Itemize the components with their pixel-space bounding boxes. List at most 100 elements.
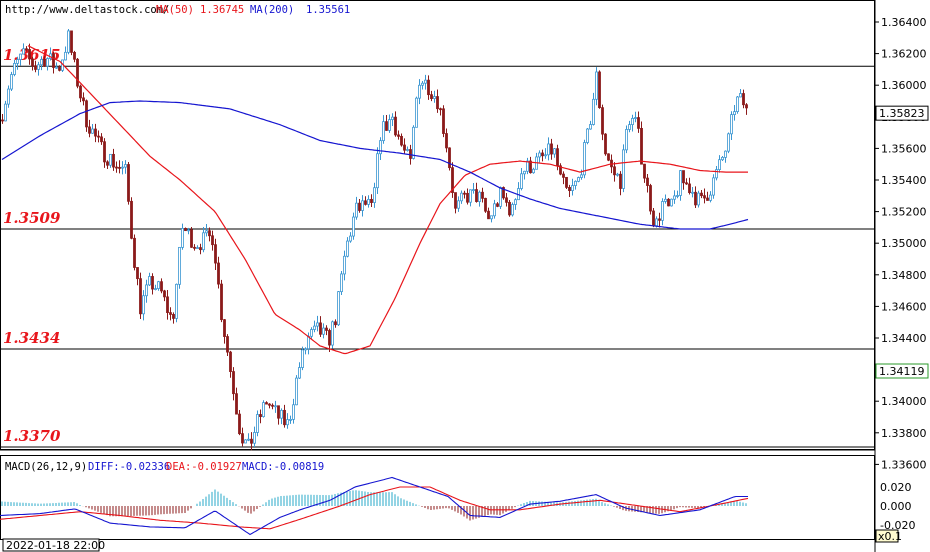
candle [217,256,220,289]
candle [37,61,40,76]
candle [613,162,616,182]
candle [40,56,43,71]
candle [652,207,655,228]
price-tick-label: 1.34000 [881,395,927,408]
candle [628,120,631,133]
candle [430,90,433,102]
candle [163,289,166,302]
candle [208,227,211,242]
candle [139,272,142,320]
candle [10,71,13,92]
candle [694,186,697,209]
candle [67,28,70,55]
candle [181,223,184,250]
candle [496,202,499,208]
candle [640,121,643,165]
candle [16,56,19,70]
candle [484,197,487,213]
candle [187,227,190,235]
candle [319,316,322,338]
candle [241,427,244,447]
candle [592,92,595,126]
candle [166,289,169,320]
candle [253,426,256,448]
price-tick-label: 1.34400 [881,332,927,345]
candle [538,150,541,163]
candle [550,138,553,160]
candle [376,147,379,194]
candle [547,137,550,161]
candle [352,212,355,240]
candle [571,178,574,196]
candle [259,409,262,424]
candle [334,319,337,328]
candle [463,190,466,199]
macd-tick-label: 0.000 [880,500,912,513]
candle [370,194,373,207]
candle [103,138,106,168]
candle [142,290,145,321]
candle [595,67,598,106]
candle [706,191,709,201]
candle [400,133,403,147]
candle [82,92,85,106]
candle [19,53,22,66]
candle [391,113,394,126]
candle [418,79,421,105]
candle [490,215,493,223]
candle [529,156,532,174]
candle [115,161,118,173]
candle [145,279,148,303]
candle [703,188,706,204]
candle [373,182,376,208]
candle [43,56,46,67]
candle [316,315,319,332]
candle [73,50,76,63]
candle [682,170,685,190]
candle [331,320,334,349]
candle [346,237,349,258]
candle [4,100,7,122]
candle [379,137,382,160]
candle [205,223,208,237]
candle [679,170,682,201]
candle [634,111,637,123]
candle [283,404,286,428]
candle [58,65,61,72]
candle [229,350,232,378]
candle [1,113,4,124]
price-tick-label: 1.35600 [881,142,927,155]
candle [520,167,523,191]
candle [286,413,289,429]
candle [100,133,103,145]
candle [568,184,571,198]
candle [121,161,124,175]
candle [193,244,196,251]
candle [238,409,241,436]
candle [583,139,586,179]
candle [643,163,646,183]
candle [697,190,700,208]
candle [472,183,475,194]
candle [385,114,388,131]
candle [685,178,688,185]
candle [295,375,298,406]
candle [424,74,427,90]
cursor-price-marker: 1.34119 [875,363,929,379]
candle [184,227,187,232]
candle [505,193,508,207]
candle [397,130,400,140]
price-tick-label: 1.35400 [881,174,927,187]
candle [514,198,517,210]
candle [469,189,472,207]
candle [28,43,31,65]
candle [664,194,667,204]
candle [454,192,457,214]
candle [421,81,424,90]
macd-dea: DEA:-0.01927 [166,461,242,473]
candle [493,199,496,219]
candle [127,161,130,205]
candle [214,238,217,271]
candle [415,96,418,128]
